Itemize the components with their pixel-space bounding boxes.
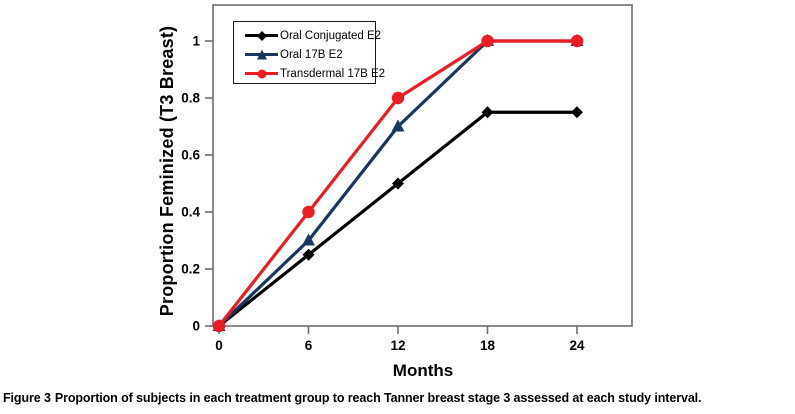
legend-label: Oral 17B E2: [280, 48, 343, 61]
diamond-marker-icon: [256, 30, 267, 41]
data-point-circle: [481, 34, 494, 48]
figure-caption-text: Proportion of subjects in each treatment…: [54, 391, 702, 405]
y-tick-label: 0: [192, 319, 200, 334]
y-tick-label: 1: [192, 34, 200, 49]
x-tick-label: 12: [390, 338, 405, 353]
data-point-diamond: [571, 106, 583, 119]
chart-canvas: 0 0.2 0.4 0.6 0.8 1 0 6 12 18 24: [181, 4, 633, 353]
data-point-diamond: [302, 248, 315, 261]
legend-item: Oral Conjugated E2: [245, 26, 381, 45]
data-point-circle: [302, 205, 315, 219]
chart-legend: Oral Conjugated E2 Oral 17B E2 Transderm…: [233, 21, 385, 84]
legend-line-sample: [245, 69, 278, 78]
legend-item: Transdermal 17B E2: [245, 64, 385, 83]
legend-item: Oral 17B E2: [245, 45, 373, 64]
x-tick-label: 24: [569, 338, 585, 353]
x-tick-label: 6: [305, 338, 313, 353]
data-point-triangle: [302, 233, 315, 246]
legend-line-sample: [245, 30, 278, 41]
legend-label: Oral Conjugated E2: [280, 29, 382, 42]
y-tick-label: 0.2: [181, 262, 200, 277]
legend-label: Transdermal 17B E2: [280, 67, 386, 80]
series-transdermal-17b-e2: [212, 34, 584, 333]
data-point-circle: [212, 319, 226, 333]
x-axis-title: Months: [392, 361, 454, 380]
figure-caption: Figure 3 Proportion of subjects in each t…: [3, 391, 793, 405]
data-point-triangle: [391, 119, 405, 132]
circle-marker-icon: [257, 69, 266, 78]
data-point-diamond: [481, 106, 494, 119]
x-tick-label: 18: [480, 338, 496, 353]
data-point-circle: [391, 91, 405, 105]
data-point-circle: [570, 34, 584, 48]
figure-caption-label: Figure 3: [3, 391, 51, 405]
triangle-marker-icon: [256, 49, 267, 59]
y-tick-label: 0.6: [181, 148, 200, 163]
x-tick-label: 0: [215, 338, 223, 353]
y-tick-label: 0.4: [181, 205, 200, 220]
y-tick-label: 0.8: [181, 91, 200, 106]
legend-line-sample: [245, 49, 278, 59]
data-point-diamond: [392, 177, 404, 190]
y-axis-title: Proportion Feminized (T3 Breast): [157, 25, 177, 317]
